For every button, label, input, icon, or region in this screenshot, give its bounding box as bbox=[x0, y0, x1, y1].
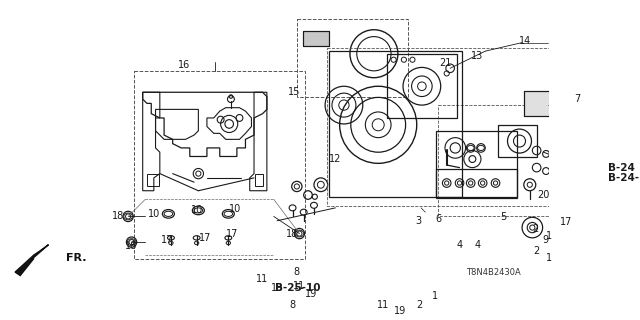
Bar bbox=[436, 131, 517, 197]
Text: 11: 11 bbox=[293, 281, 305, 291]
Text: 16: 16 bbox=[178, 60, 190, 70]
Text: 4: 4 bbox=[474, 240, 481, 250]
Text: 10: 10 bbox=[148, 209, 160, 219]
Bar bbox=[297, 20, 408, 97]
Text: 3: 3 bbox=[415, 216, 422, 226]
Text: 11: 11 bbox=[255, 274, 268, 284]
Bar bbox=[438, 105, 579, 216]
Text: 2: 2 bbox=[416, 300, 422, 310]
Text: 18: 18 bbox=[112, 212, 124, 221]
Text: 18: 18 bbox=[287, 228, 299, 239]
Text: 8: 8 bbox=[294, 267, 300, 277]
Bar bbox=[330, 51, 462, 197]
Bar bbox=[303, 31, 328, 46]
Text: 19: 19 bbox=[394, 307, 406, 316]
Text: 19: 19 bbox=[271, 283, 284, 292]
Text: 4: 4 bbox=[456, 240, 463, 250]
Text: 2: 2 bbox=[532, 224, 539, 234]
Polygon shape bbox=[15, 245, 49, 276]
Bar bbox=[387, 54, 457, 118]
Text: 15: 15 bbox=[288, 87, 300, 97]
Text: 1: 1 bbox=[547, 231, 552, 241]
Bar bbox=[327, 48, 554, 206]
Text: FR.: FR. bbox=[67, 252, 87, 262]
Text: 17: 17 bbox=[227, 228, 239, 239]
Text: 9: 9 bbox=[542, 235, 548, 244]
Text: 17: 17 bbox=[561, 217, 573, 228]
Text: 6: 6 bbox=[435, 214, 441, 224]
Text: 1: 1 bbox=[547, 252, 552, 262]
Bar bbox=[303, 31, 328, 46]
Text: 7: 7 bbox=[573, 94, 580, 104]
Bar bbox=[255, 174, 264, 187]
Bar bbox=[524, 91, 571, 116]
Text: 10: 10 bbox=[229, 204, 241, 214]
Text: 14: 14 bbox=[520, 36, 532, 46]
Text: 17: 17 bbox=[161, 235, 173, 244]
Bar bbox=[436, 169, 517, 197]
Text: B-24: B-24 bbox=[608, 163, 635, 172]
Text: 20: 20 bbox=[538, 190, 550, 200]
Text: 2: 2 bbox=[534, 246, 540, 256]
Text: 13: 13 bbox=[472, 51, 484, 61]
Bar bbox=[134, 71, 305, 259]
Text: 5: 5 bbox=[500, 212, 506, 222]
Text: B-25-10: B-25-10 bbox=[275, 283, 321, 292]
Bar bbox=[147, 174, 159, 187]
Text: 10: 10 bbox=[191, 205, 203, 215]
Text: 19: 19 bbox=[305, 289, 317, 300]
Bar bbox=[498, 125, 536, 157]
Text: 11: 11 bbox=[377, 300, 390, 310]
Text: T8N4B2430A: T8N4B2430A bbox=[467, 268, 521, 276]
Bar bbox=[524, 91, 571, 116]
Text: 18: 18 bbox=[125, 241, 138, 252]
Text: 12: 12 bbox=[329, 154, 342, 164]
Text: 17: 17 bbox=[199, 233, 211, 243]
Text: 1: 1 bbox=[431, 291, 438, 301]
Text: 21: 21 bbox=[439, 58, 451, 68]
Text: B-24-1: B-24-1 bbox=[608, 173, 640, 183]
Text: 8: 8 bbox=[289, 300, 296, 310]
